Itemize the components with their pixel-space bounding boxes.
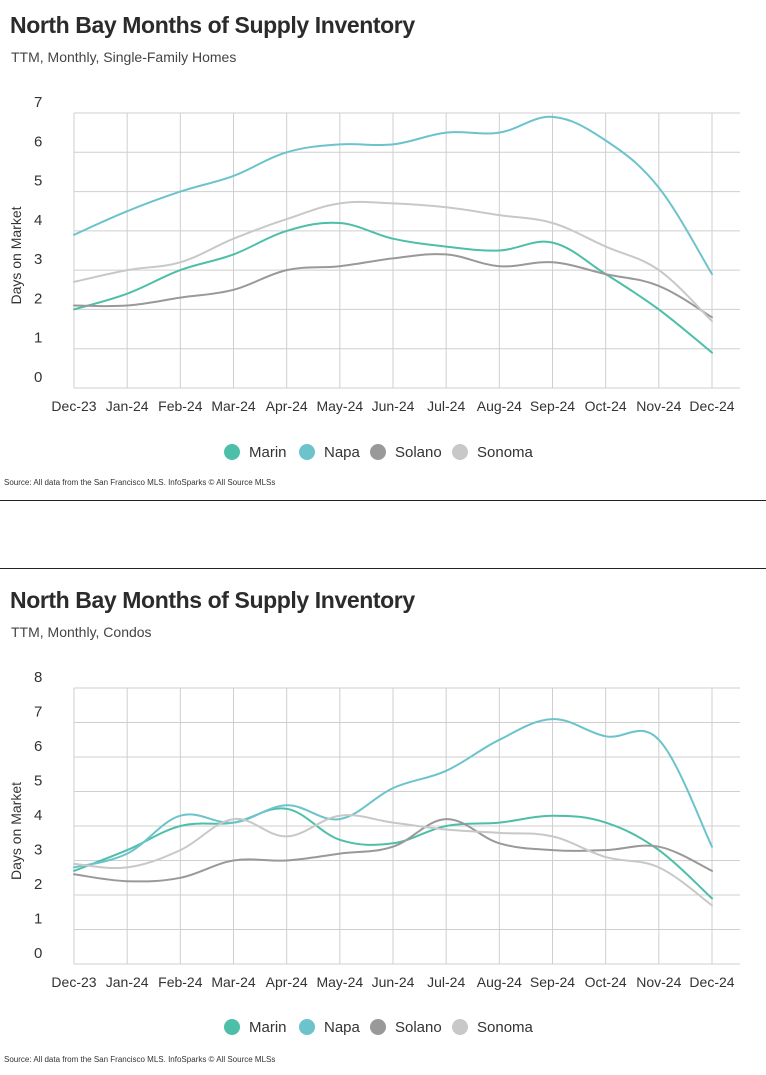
x-tick-label: Mar-24: [211, 398, 256, 414]
x-tick-label: Sep-24: [530, 974, 575, 990]
x-tick-label: Aug-24: [477, 974, 522, 990]
chart-panel-single-family: North Bay Months of Supply Inventory TTM…: [0, 0, 766, 500]
line-chart-single-family: 0 1 2 3 4 5 6 7 Dec-23 Jan-24 Feb-24 Mar-24 Apr-24 Ma…: [0, 0, 766, 475]
legend: Marin Napa Solano Sonoma: [224, 444, 534, 461]
legend-label: Napa: [324, 1019, 361, 1036]
y-tick-label: 1: [34, 911, 42, 928]
x-tick-label: Oct-24: [585, 398, 627, 414]
x-tick-label: Feb-24: [158, 398, 203, 414]
legend: Marin Napa Solano Sonoma: [224, 1019, 534, 1036]
y-tick-label: 6: [34, 133, 42, 150]
legend-swatch-icon: [370, 1019, 386, 1035]
legend-item-marin[interactable]: Marin: [224, 444, 287, 461]
x-tick-label: Jan-24: [106, 398, 149, 414]
legend-label: Sonoma: [477, 1019, 534, 1036]
legend-item-solano[interactable]: Solano: [370, 444, 442, 461]
legend-label: Sonoma: [477, 444, 534, 461]
y-tick-label: 2: [34, 290, 42, 307]
legend-label: Napa: [324, 444, 361, 461]
x-tick-label: Jul-24: [427, 974, 465, 990]
x-tick-label: Jun-24: [372, 974, 415, 990]
y-tick-label: 6: [34, 738, 42, 755]
legend-swatch-icon: [452, 1019, 468, 1035]
legend-label: Marin: [249, 444, 287, 461]
x-tick-label: Dec-24: [689, 398, 734, 414]
legend-item-marin[interactable]: Marin: [224, 1019, 287, 1036]
x-tick-label: Apr-24: [266, 974, 308, 990]
y-tick-label: 4: [34, 807, 42, 824]
legend-swatch-icon: [452, 444, 468, 460]
legend-swatch-icon: [224, 1019, 240, 1035]
source-note: Source: All data from the San Francisco …: [4, 1055, 275, 1064]
legend-swatch-icon: [299, 1019, 315, 1035]
source-note: Source: All data from the San Francisco …: [4, 478, 275, 487]
grid: [74, 688, 740, 964]
line-chart-condos: 0 1 2 3 4 5 6 7 8 Dec-23 Jan-24 Feb-24 Mar-24 Apr-24 M…: [0, 575, 766, 1050]
x-tick-label: Apr-24: [266, 398, 308, 414]
x-tick-label: Sep-24: [530, 398, 575, 414]
x-tick-label: Jan-24: [106, 974, 149, 990]
x-tick-label: Nov-24: [636, 398, 681, 414]
y-tick-label: 2: [34, 876, 42, 893]
legend-item-sonoma[interactable]: Sonoma: [452, 1019, 534, 1036]
legend-item-solano[interactable]: Solano: [370, 1019, 442, 1036]
x-tick-label: May-24: [316, 974, 363, 990]
section-divider: [0, 500, 766, 501]
y-tick-label: 5: [34, 773, 42, 790]
legend-swatch-icon: [224, 444, 240, 460]
y-tick-label: 0: [34, 945, 42, 962]
y-tick-label: 7: [34, 94, 42, 111]
legend-label: Marin: [249, 1019, 287, 1036]
x-tick-label: Mar-24: [211, 974, 256, 990]
y-tick-label: 0: [34, 369, 42, 386]
y-tick-label: 5: [34, 173, 42, 190]
y-tick-label: 4: [34, 212, 42, 229]
x-tick-label: Dec-23: [51, 398, 96, 414]
chart-panel-condos: North Bay Months of Supply Inventory TTM…: [0, 575, 766, 1075]
y-tick-label: 3: [34, 251, 42, 268]
y-tick-label: 7: [34, 704, 42, 721]
y-axis-label: Days on Market: [8, 206, 24, 304]
legend-swatch-icon: [370, 444, 386, 460]
grid: [74, 113, 740, 388]
legend-item-napa[interactable]: Napa: [299, 1019, 361, 1036]
x-tick-label: Feb-24: [158, 974, 203, 990]
legend-item-napa[interactable]: Napa: [299, 444, 361, 461]
legend-swatch-icon: [299, 444, 315, 460]
legend-label: Solano: [395, 444, 442, 461]
y-tick-label: 8: [34, 669, 42, 686]
x-tick-label: Nov-24: [636, 974, 681, 990]
legend-item-sonoma[interactable]: Sonoma: [452, 444, 534, 461]
x-tick-label: May-24: [316, 398, 363, 414]
y-tick-label: 3: [34, 842, 42, 859]
x-tick-label: Aug-24: [477, 398, 522, 414]
x-tick-label: Dec-23: [51, 974, 96, 990]
x-tick-label: Jul-24: [427, 398, 465, 414]
x-tick-label: Jun-24: [372, 398, 415, 414]
section-divider: [0, 568, 766, 569]
y-axis-label: Days on Market: [8, 782, 24, 880]
x-tick-label: Dec-24: [689, 974, 734, 990]
legend-label: Solano: [395, 1019, 442, 1036]
x-tick-label: Oct-24: [585, 974, 627, 990]
y-tick-label: 1: [34, 330, 42, 347]
